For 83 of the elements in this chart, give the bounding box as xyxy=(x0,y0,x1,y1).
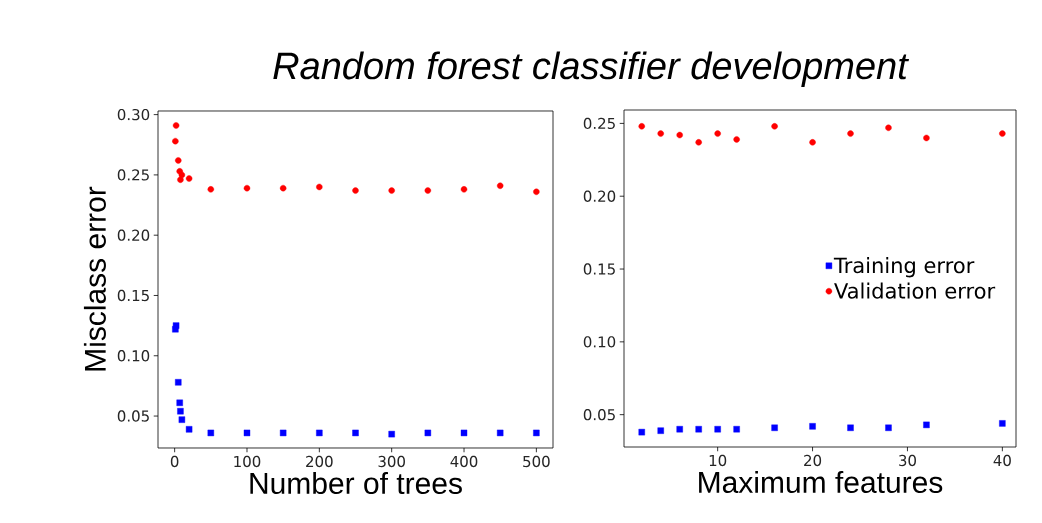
point xyxy=(207,186,215,193)
legend-label: Training error xyxy=(833,257,975,278)
x-tick-label: 10 xyxy=(709,454,727,467)
point xyxy=(460,186,468,193)
y-tick-label: 0.20 xyxy=(583,190,616,202)
point xyxy=(207,429,215,437)
point xyxy=(533,429,540,437)
y-tick-label: 0.10 xyxy=(583,336,616,348)
point xyxy=(638,428,645,436)
point xyxy=(460,429,468,437)
point xyxy=(714,130,721,137)
point xyxy=(771,424,778,431)
point xyxy=(177,176,184,183)
y-tick-label: 0.20 xyxy=(117,229,150,241)
point xyxy=(885,124,892,131)
point xyxy=(172,322,180,329)
x-tick-label: 20 xyxy=(804,454,822,467)
point xyxy=(243,184,251,192)
x-tick-label: 400 xyxy=(450,455,478,468)
point xyxy=(885,424,892,431)
point xyxy=(496,429,504,437)
legend-label: Validation error xyxy=(834,282,996,299)
point xyxy=(923,134,930,142)
x-tick-label: 40 xyxy=(993,454,1011,467)
point xyxy=(999,130,1006,137)
point xyxy=(172,137,179,145)
y-axis-title: Misclass error xyxy=(83,186,106,371)
x-tick-label: 30 xyxy=(899,454,916,467)
chart-title: Random forest classifier development xyxy=(273,51,910,87)
point xyxy=(809,139,816,146)
y-tick-label: 0.05 xyxy=(117,410,149,422)
y-tick-label: 0.15 xyxy=(583,263,615,275)
point xyxy=(185,426,193,433)
point xyxy=(733,136,740,143)
point xyxy=(175,379,182,386)
x-tick-label: 200 xyxy=(306,455,333,468)
x-axis-title: Maximum features xyxy=(699,471,943,494)
y-tick-label: 0.15 xyxy=(117,289,149,302)
x-axis-title: Number of trees xyxy=(250,472,462,495)
y-tick-label: 0.30 xyxy=(117,108,150,121)
point xyxy=(352,429,359,437)
point xyxy=(352,187,359,194)
y-tick-label: 0.10 xyxy=(117,350,150,362)
y-tick-label: 0.05 xyxy=(583,408,615,421)
point xyxy=(178,171,186,179)
point xyxy=(496,182,504,189)
point xyxy=(316,183,323,191)
y-tick-label: 0.25 xyxy=(583,117,615,130)
point xyxy=(923,421,930,429)
point xyxy=(185,175,193,182)
x-tick-label: 100 xyxy=(234,455,261,468)
point xyxy=(657,130,664,137)
point xyxy=(243,429,251,437)
point xyxy=(424,429,432,437)
point xyxy=(676,426,683,433)
point xyxy=(177,408,184,415)
x-tick-label: 500 xyxy=(523,455,550,468)
point xyxy=(388,430,395,438)
x-tick-label: 300 xyxy=(378,455,405,468)
point xyxy=(279,184,287,192)
point xyxy=(172,122,180,129)
point xyxy=(771,123,778,130)
point xyxy=(657,427,664,434)
point xyxy=(176,399,183,406)
point xyxy=(533,188,540,195)
point xyxy=(279,429,287,437)
point xyxy=(714,426,721,433)
point xyxy=(388,187,395,194)
point xyxy=(175,157,182,164)
y-tick-label: 0.25 xyxy=(117,169,149,181)
x-tick-label: 0 xyxy=(170,455,179,468)
point xyxy=(178,416,186,423)
point xyxy=(676,131,683,139)
point xyxy=(316,429,323,437)
point xyxy=(695,139,702,146)
point xyxy=(695,426,702,433)
point xyxy=(733,426,740,433)
point xyxy=(847,424,854,431)
point xyxy=(424,187,432,194)
point xyxy=(999,420,1006,427)
point xyxy=(847,130,854,137)
point xyxy=(638,123,645,130)
point xyxy=(809,423,816,430)
